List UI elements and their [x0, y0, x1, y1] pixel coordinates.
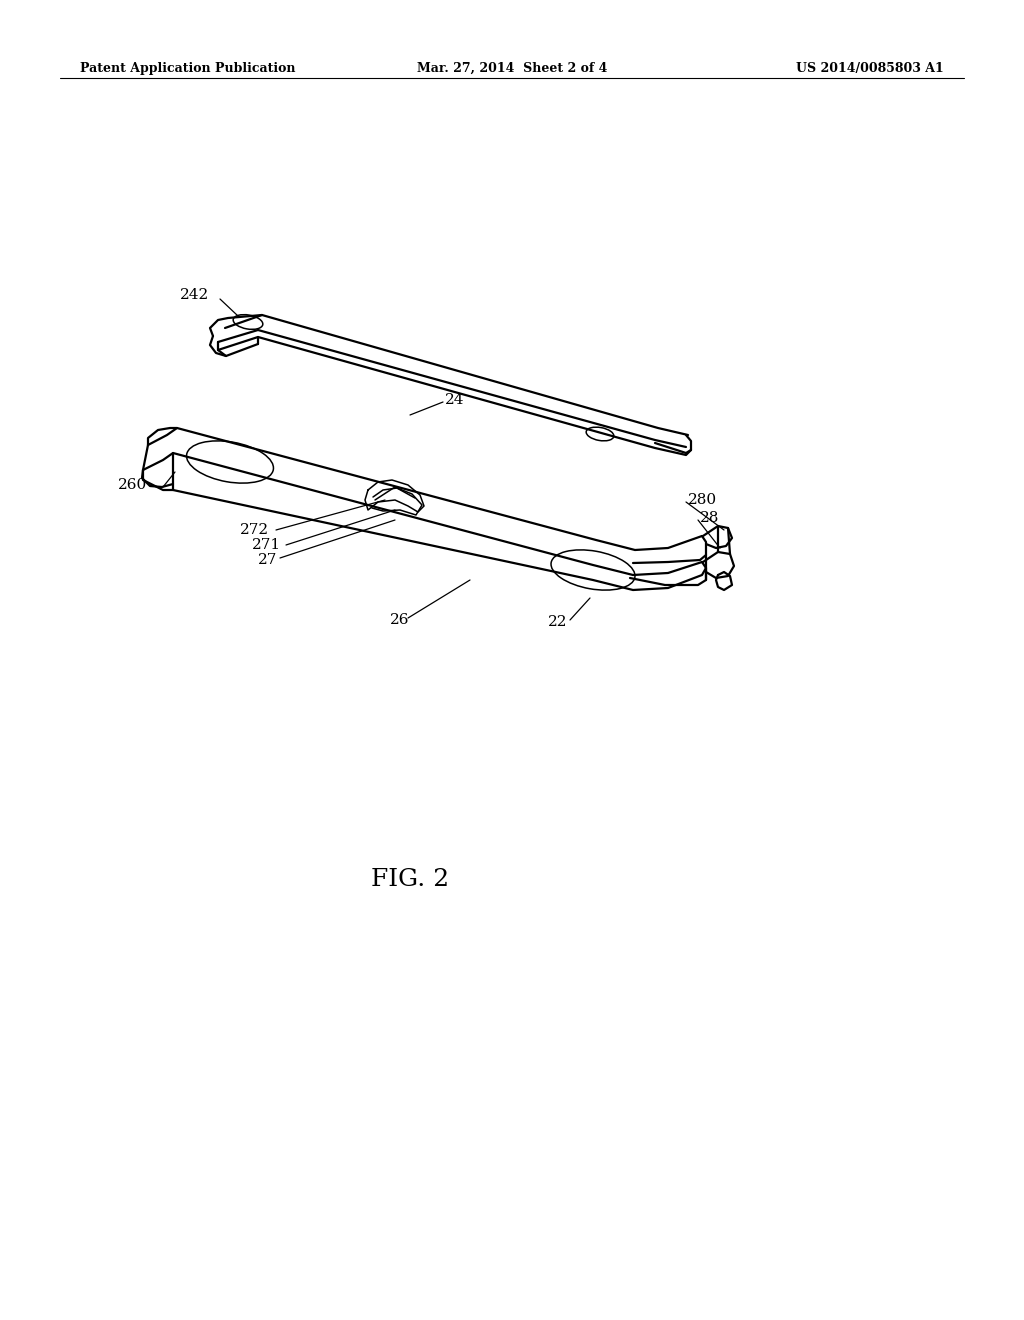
- Text: 272: 272: [240, 523, 269, 537]
- Text: Mar. 27, 2014  Sheet 2 of 4: Mar. 27, 2014 Sheet 2 of 4: [417, 62, 607, 75]
- Text: 28: 28: [700, 511, 720, 525]
- Text: 27: 27: [258, 553, 278, 568]
- Text: 280: 280: [688, 492, 717, 507]
- Text: 260: 260: [118, 478, 147, 492]
- Text: FIG. 2: FIG. 2: [371, 869, 450, 891]
- Text: 24: 24: [445, 393, 465, 407]
- Text: 242: 242: [180, 288, 209, 302]
- Text: 22: 22: [548, 615, 567, 630]
- Text: US 2014/0085803 A1: US 2014/0085803 A1: [797, 62, 944, 75]
- Text: 26: 26: [390, 612, 410, 627]
- Text: 271: 271: [252, 539, 282, 552]
- Text: Patent Application Publication: Patent Application Publication: [80, 62, 296, 75]
